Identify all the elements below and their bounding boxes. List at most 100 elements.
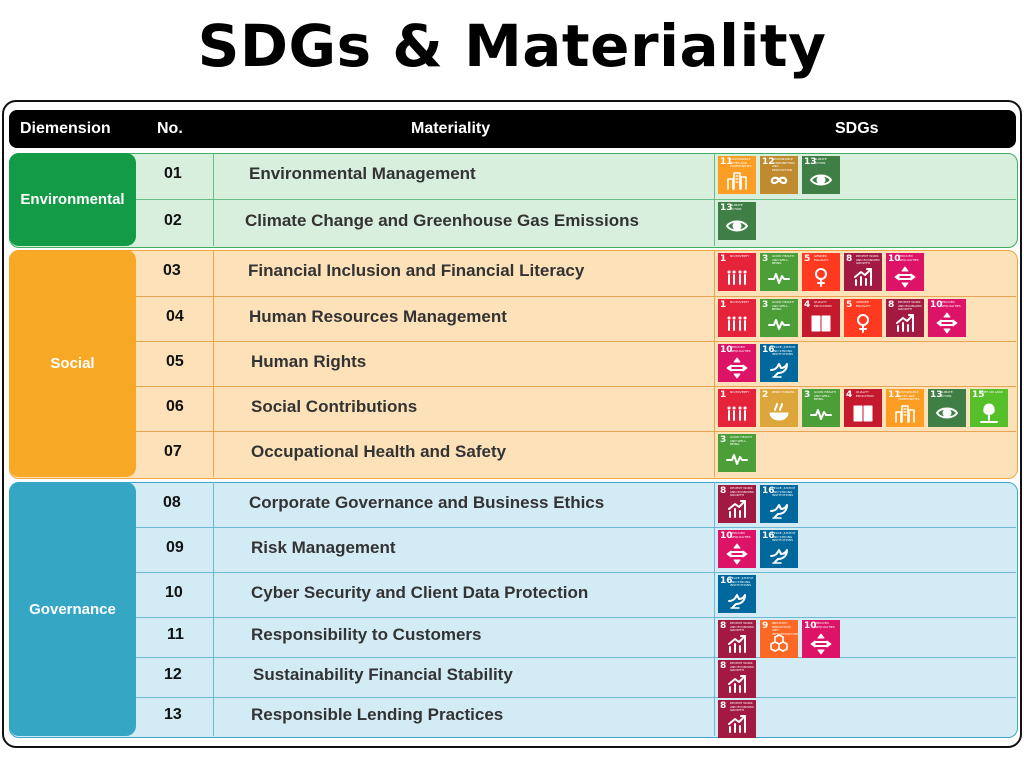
sdg-3-icon: 3 GOOD HEALTH AND WELL-BEING (802, 389, 840, 427)
column-divider (213, 482, 214, 736)
sdg-label: NO POVERTY (730, 390, 750, 394)
sdg-label: ZERO HUNGER (772, 390, 795, 394)
sdg-11-icon: 11 SUSTAINABLE CITIES AND COMMUNITIES (718, 156, 756, 194)
people-icon (727, 316, 747, 331)
sdg-10-icon: 10 REDUCED INEQUALITIES (718, 344, 756, 382)
sdg-8-icon: 8 DECENT WORK AND ECONOMIC GROWTH (844, 253, 882, 291)
sdg-2-icon: 2 ZERO HUNGER (760, 389, 798, 427)
row-number: 11 (167, 626, 184, 643)
book-icon (811, 315, 831, 332)
sdg-number: 15 (972, 390, 985, 400)
row-number: 04 (166, 307, 184, 325)
sdg-1-icon: 1 NO POVERTY (718, 299, 756, 337)
dimension-governance: Governance (9, 482, 136, 736)
sdg-11-icon: 11 SUSTAINABLE CITIES AND COMMUNITIES (886, 389, 924, 427)
sdg-number: 5 (846, 300, 853, 310)
sdg-1-icon: 1 NO POVERTY (718, 389, 756, 427)
sdg-label: CLIMATE ACTION (814, 157, 827, 165)
row-number: 13 (164, 705, 182, 723)
page-title: SDGs & Materiality (197, 12, 827, 80)
sdg-label: GOOD HEALTH AND WELL-BEING (772, 254, 794, 265)
sdg-number: 8 (720, 701, 727, 711)
sdg-9-icon: 9 INDUSTRY, INNOVATION AND INFRASTRUCTURE (760, 620, 798, 658)
sdg-icon-list: 13 CLIMATE ACTION (718, 202, 756, 240)
sdg-4-icon: 4 QUALITY EDUCATION (844, 389, 882, 427)
column-divider (714, 153, 715, 246)
sdg-icon-list: 10 REDUCED INEQUALITIES 16 PEACE, JUSTICE A… (718, 530, 798, 568)
sdg-label: LIFE ON LAND (982, 390, 1004, 394)
row-divider (136, 199, 1016, 200)
row-divider (136, 657, 1016, 658)
row-divider (136, 431, 1016, 432)
sdg-label: NO POVERTY (730, 300, 750, 304)
dove-icon (728, 594, 746, 609)
sdg-label: REDUCED INEQUALITIES (730, 345, 751, 353)
sdg-icon-list: 8 DECENT WORK AND ECONOMIC GROWTH 9 INDUSTR… (718, 620, 840, 658)
gender-icon (857, 314, 869, 333)
people-icon (727, 406, 747, 421)
sdg-icon-list: 8 DECENT WORK AND ECONOMIC GROWTH (718, 700, 756, 738)
row-number: 07 (164, 443, 182, 460)
row-number: 12 (164, 666, 182, 683)
materiality-label: Responsible Lending Practices (251, 704, 504, 724)
gender-icon (815, 268, 827, 287)
people-icon (727, 270, 747, 285)
sdg-8-icon: 8 DECENT WORK AND ECONOMIC GROWTH (718, 620, 756, 658)
row-number: 08 (163, 493, 181, 511)
sdg-icon-list: 11 SUSTAINABLE CITIES AND COMMUNITIES 12 RE… (718, 156, 840, 194)
dove-icon (770, 363, 788, 378)
column-divider (714, 482, 715, 736)
sdg-number: 10 (720, 531, 733, 541)
equality-arrows-icon (894, 266, 916, 288)
equality-arrows-icon (726, 543, 748, 565)
eye-globe-icon (726, 220, 748, 232)
sdg-number: 8 (720, 661, 727, 671)
sdg-label: NO POVERTY (730, 254, 750, 258)
sdg-label: REDUCED INEQUALITIES (940, 300, 961, 308)
sdg-label: GOOD HEALTH AND WELL-BEING (730, 435, 752, 446)
sdg-label: DECENT WORK AND ECONOMIC GROWTH (856, 254, 881, 265)
sdg-number: 16 (762, 345, 775, 355)
header-dimension: Diemension (20, 120, 111, 137)
sdg-icon-list: 8 DECENT WORK AND ECONOMIC GROWTH 16 PEACE,… (718, 485, 798, 523)
sdg-3-icon: 3 GOOD HEALTH AND WELL-BEING (718, 434, 756, 472)
sdg-icon-list: 8 DECENT WORK AND ECONOMIC GROWTH (718, 660, 756, 698)
sdg-5-icon: 5 GENDER EQUALITY (802, 253, 840, 291)
sdg-number: 1 (720, 300, 727, 310)
materiality-label: Cyber Security and Client Data Protectio… (251, 582, 589, 602)
materiality-label: Social Contributions (251, 396, 418, 416)
row-divider (136, 617, 1016, 618)
sdg-4-icon: 4 QUALITY EDUCATION (802, 299, 840, 337)
environmental-band (9, 153, 1018, 248)
sdg-number: 13 (720, 203, 733, 213)
sdg-label: REDUCED INEQUALITIES (814, 621, 835, 629)
bowl-icon (769, 403, 789, 421)
equality-arrows-icon (810, 633, 832, 655)
sdg-label: PEACE, JUSTICE AND STRONG INSTITUTIONS (772, 486, 796, 497)
sdg-label: GENDER EQUALITY (856, 300, 871, 308)
sdg-label: INDUSTRY, INNOVATION AND INFRASTRUCTURE (772, 621, 798, 636)
city-icon (895, 405, 915, 423)
sdg-label: DECENT WORK AND ECONOMIC GROWTH (730, 701, 755, 712)
sdg-number: 10 (930, 300, 943, 310)
sdg-3-icon: 3 GOOD HEALTH AND WELL-BEING (760, 253, 798, 291)
materiality-label: Environmental Management (249, 164, 476, 183)
sdg-number: 2 (762, 390, 769, 400)
sdg-number: 8 (846, 254, 853, 264)
sdg-label: DECENT WORK AND ECONOMIC GROWTH (898, 300, 923, 311)
dimension-label: Environmental (20, 191, 125, 208)
table-header: Diemension No. Materiality SDGs (9, 110, 1016, 148)
sdg-label: QUALITY EDUCATION (814, 300, 832, 308)
sdg-3-icon: 3 GOOD HEALTH AND WELL-BEING (760, 299, 798, 337)
dimension-label: Social (50, 355, 95, 372)
sdg-number: 4 (846, 390, 853, 400)
growth-chart-icon (728, 635, 746, 653)
sdg-label: GENDER EQUALITY (814, 254, 829, 262)
growth-chart-icon (728, 500, 746, 518)
sdg-8-icon: 8 DECENT WORK AND ECONOMIC GROWTH (718, 660, 756, 698)
sdg-number: 11 (888, 390, 901, 400)
sdg-number: 8 (720, 486, 727, 496)
sdg-12-icon: 12 RESPONSIBLE CONSUMPTION AND PRODUCTION (760, 156, 798, 194)
row-divider (136, 296, 1016, 297)
sdg-icon-list: 1 NO POVERTY 3 GOOD HEALTH AND WELL-BEING 5 G… (718, 253, 924, 291)
